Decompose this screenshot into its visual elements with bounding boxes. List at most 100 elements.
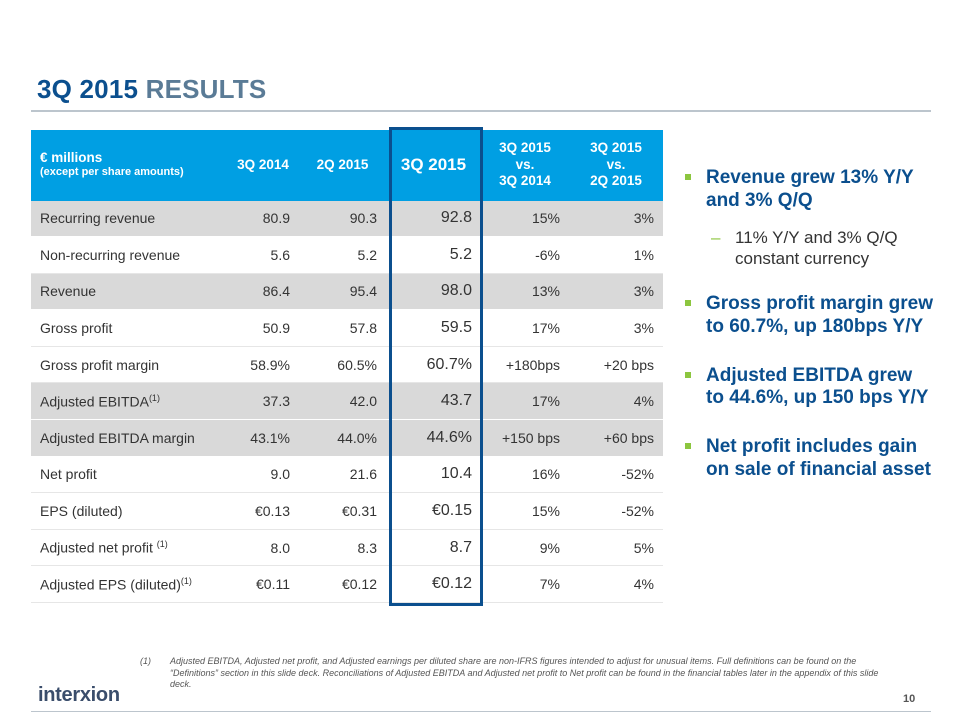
footnote-number: (1) bbox=[140, 656, 151, 666]
bullet-square-icon bbox=[685, 371, 691, 378]
table-row: EPS (diluted) €0.13 €0.31 €0.15 15% -52% bbox=[31, 492, 663, 530]
table-header-row: € millions (except per share amounts) 3Q… bbox=[31, 130, 663, 201]
cell-v3: 44.6% bbox=[386, 419, 481, 457]
cell-v2: 90.3 bbox=[299, 200, 386, 238]
subbullet-constant-currency-text: 11% Y/Y and 3% Q/Q constant currency bbox=[735, 227, 898, 268]
bullet-ebitda: Adjusted EBITDA grew to 44.6%, up 150 bp… bbox=[683, 365, 933, 411]
cell-v1: 37.3 bbox=[227, 382, 299, 421]
bullet-gross-margin-text: Gross profit margin grew to 60.7%, up 18… bbox=[706, 293, 933, 337]
cell-v3: 5.2 bbox=[386, 236, 481, 274]
row-label: Revenue bbox=[31, 273, 227, 311]
cell-v3: 92.8 bbox=[386, 200, 481, 238]
row-label: Adjusted EPS (diluted)(1) bbox=[31, 565, 227, 604]
cell-v3: €0.15 bbox=[386, 492, 481, 530]
table-row: Gross profit 50.9 57.8 59.5 17% 3% bbox=[31, 309, 663, 347]
row-label-text: Recurring revenue bbox=[40, 210, 156, 227]
header-3q2014: 3Q 2014 bbox=[227, 130, 299, 201]
header-yoy: 3Q 2015 vs. 3Q 2014 bbox=[481, 130, 569, 201]
title-divider bbox=[31, 110, 931, 112]
table-row: Non-recurring revenue 5.6 5.2 5.2 -6% 1% bbox=[31, 236, 663, 274]
cell-v2: 42.0 bbox=[299, 382, 386, 421]
cell-v1: €0.13 bbox=[227, 492, 299, 530]
cell-v3: €0.12 bbox=[386, 565, 481, 604]
dash-icon: – bbox=[711, 227, 721, 247]
row-label-text: EPS (diluted) bbox=[40, 503, 123, 520]
cell-v4: 9% bbox=[481, 529, 569, 567]
cell-v3: 59.5 bbox=[386, 309, 481, 347]
row-label-text: Adjusted EPS (diluted) bbox=[40, 576, 181, 593]
cell-v5: +20 bps bbox=[569, 346, 663, 384]
page-title: 3Q 2015 RESULTS bbox=[37, 74, 266, 105]
cell-v2: €0.12 bbox=[299, 565, 386, 604]
bullet-gross-margin: Gross profit margin grew to 60.7%, up 18… bbox=[683, 293, 933, 339]
header-qoq: 3Q 2015 vs. 2Q 2015 bbox=[569, 130, 663, 201]
cell-v5: 3% bbox=[569, 200, 663, 238]
cell-v4: -6% bbox=[481, 236, 569, 274]
table-row: Revenue 86.4 95.4 98.0 13% 3% bbox=[31, 273, 663, 311]
cell-v5: -52% bbox=[569, 456, 663, 494]
cell-v3: 10.4 bbox=[386, 456, 481, 494]
row-label-text: Gross profit margin bbox=[40, 356, 160, 373]
cell-v4: 17% bbox=[481, 382, 569, 421]
bullet-square-icon bbox=[685, 443, 691, 450]
cell-v4: 15% bbox=[481, 200, 569, 238]
bullet-net-profit-text: Net profit includes gain on sale of fina… bbox=[706, 436, 931, 481]
cell-v4: 17% bbox=[481, 309, 569, 347]
cell-v4: 13% bbox=[481, 273, 569, 311]
bullet-revenue-text: Revenue grew 13% Y/Y and 3% Q/Q bbox=[706, 167, 914, 211]
cell-v5: 3% bbox=[569, 309, 663, 347]
cell-v4: 7% bbox=[481, 565, 569, 604]
row-label: Adjusted net profit (1) bbox=[31, 529, 227, 567]
header-units-sub: (except per share amounts) bbox=[40, 166, 184, 179]
table-row: Net profit 9.0 21.6 10.4 16% -52% bbox=[31, 456, 663, 494]
cell-v2: 5.2 bbox=[299, 236, 386, 274]
title-part-1: 3Q 2015 bbox=[37, 74, 139, 104]
header-yoy-line1: 3Q 2015 bbox=[499, 140, 551, 156]
cell-v4: +150 bps bbox=[481, 419, 569, 457]
row-label-text: Adjusted EBITDA bbox=[40, 393, 149, 410]
header-2q2015: 2Q 2015 bbox=[299, 130, 386, 201]
table-row: Adjusted EBITDA(1) 37.3 42.0 43.7 17% 4% bbox=[31, 382, 663, 421]
header-qoq-line3: 2Q 2015 bbox=[590, 172, 642, 188]
highlights-list: Revenue grew 13% Y/Y and 3% Q/Q – 11% Y/… bbox=[683, 167, 933, 508]
cell-v2: 44.0% bbox=[299, 419, 386, 457]
cell-v1: 50.9 bbox=[227, 309, 299, 347]
cell-v1: 86.4 bbox=[227, 273, 299, 311]
bullet-revenue: Revenue grew 13% Y/Y and 3% Q/Q bbox=[683, 167, 933, 213]
footnote: (1) Adjusted EBITDA, Adjusted net profit… bbox=[140, 656, 892, 691]
cell-v2: €0.31 bbox=[299, 492, 386, 530]
header-qoq-line2: vs. bbox=[606, 156, 626, 172]
bullet-net-profit: Net profit includes gain on sale of fina… bbox=[683, 436, 933, 482]
subbullet-constant-currency: – 11% Y/Y and 3% Q/Q constant currency bbox=[683, 227, 933, 270]
cell-v3: 98.0 bbox=[386, 273, 481, 311]
footnote-text: Adjusted EBITDA, Adjusted net profit, an… bbox=[170, 656, 879, 690]
cell-v3: 43.7 bbox=[386, 382, 481, 421]
cell-v5: 4% bbox=[569, 382, 663, 421]
results-table: € millions (except per share amounts) 3Q… bbox=[31, 130, 663, 604]
cell-v5: +60 bps bbox=[569, 419, 663, 457]
header-3q2015: 3Q 2015 bbox=[386, 130, 481, 201]
header-units: € millions (except per share amounts) bbox=[31, 130, 227, 201]
cell-v1: 43.1% bbox=[227, 419, 299, 457]
table-row: Gross profit margin 58.9% 60.5% 60.7% +180bp… bbox=[31, 346, 663, 384]
cell-v4: +180bps bbox=[481, 346, 569, 384]
row-label-text: Net profit bbox=[40, 466, 97, 483]
row-label: Gross profit margin bbox=[31, 346, 227, 384]
row-label: Net profit bbox=[31, 456, 227, 494]
table-row: Adjusted EBITDA margin 43.1% 44.0% 44.6% +15… bbox=[31, 419, 663, 457]
footnote-ref: (1) bbox=[148, 392, 160, 403]
cell-v5: 1% bbox=[569, 236, 663, 274]
bullet-square-icon bbox=[685, 174, 691, 180]
cell-v1: 8.0 bbox=[227, 529, 299, 567]
title-part-2: RESULTS bbox=[145, 74, 267, 104]
cell-v2: 60.5% bbox=[299, 346, 386, 384]
row-label: Non-recurring revenue bbox=[31, 236, 227, 274]
bullet-ebitda-text: Adjusted EBITDA grew to 44.6%, up 150 bp… bbox=[706, 364, 929, 409]
row-label-text: Adjusted net profit bbox=[40, 539, 157, 556]
header-qoq-line1: 3Q 2015 bbox=[590, 140, 642, 156]
cell-v2: 21.6 bbox=[299, 456, 386, 494]
header-yoy-line3: 3Q 2014 bbox=[499, 172, 551, 188]
interxion-logo: interxion bbox=[38, 684, 120, 706]
table-row: Recurring revenue 80.9 90.3 92.8 15% 3% bbox=[31, 200, 663, 238]
row-label-text: Gross profit bbox=[40, 320, 113, 337]
